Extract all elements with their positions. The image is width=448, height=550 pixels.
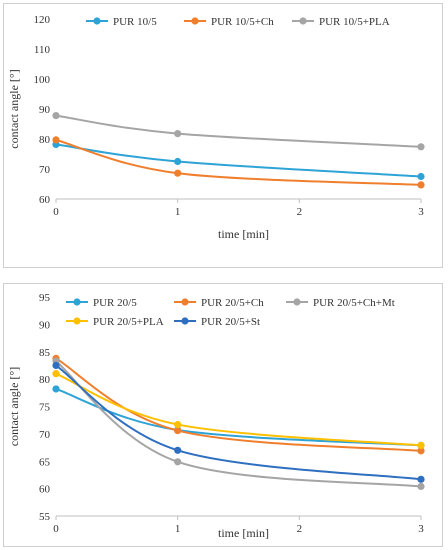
y-tick-label: 70 — [39, 429, 51, 441]
data-point — [417, 181, 425, 189]
legend-label: PUR 10/5 — [113, 16, 157, 28]
x-tick-label: 3 — [418, 523, 424, 535]
legend-marker — [181, 298, 189, 306]
series-line — [55, 357, 422, 452]
y-tick-label: 90 — [39, 319, 51, 331]
legend-marker — [293, 298, 301, 306]
y-tick-label: 110 — [34, 44, 51, 56]
x-tick-label: 3 — [418, 206, 424, 218]
data-point — [174, 446, 182, 454]
series-line — [55, 138, 422, 186]
y-tick-label: 100 — [34, 74, 51, 86]
chart-bottom-svg: 55 60 65 70 75 80 85 90 95 0 1 2 3 time [min] contact … — [7, 292, 425, 540]
y-tick-label: 60 — [39, 484, 51, 496]
data-point — [174, 130, 182, 138]
data-point — [174, 458, 182, 466]
chart-panel-bottom: 55 60 65 70 75 80 85 90 95 0 1 2 3 time [min] contact … — [3, 283, 443, 547]
y-tick-label: 85 — [39, 347, 51, 359]
data-point — [52, 361, 60, 370]
x-tick-label: 2 — [297, 523, 303, 535]
x-tick-label: 1 — [175, 206, 181, 218]
data-point — [174, 420, 182, 429]
legend-label: PUR 20/5+Ch+Mt — [313, 297, 395, 309]
series-line — [55, 143, 422, 178]
y-axis-title: contact angle [°] — [7, 69, 21, 148]
legend-label: PUR 20/5+PLA — [93, 316, 164, 328]
series-line — [55, 114, 422, 148]
data-point — [52, 136, 60, 144]
legend-label: PUR 20/5 — [93, 297, 137, 309]
y-tick-label: 80 — [39, 374, 51, 386]
legend-marker — [299, 17, 307, 25]
data-point — [417, 475, 425, 483]
x-tick-label: 1 — [175, 523, 181, 535]
data-point — [174, 426, 182, 435]
series-line — [55, 388, 422, 447]
data-point — [417, 172, 425, 181]
x-axis-title: time [min] — [218, 526, 269, 540]
legend-marker — [181, 317, 189, 325]
x-tick-label: 0 — [53, 206, 59, 218]
y-tick-label: 90 — [39, 104, 51, 116]
data-point — [174, 169, 182, 177]
legend-marker — [93, 17, 101, 25]
legend-marker — [191, 17, 199, 25]
chart-top-svg: 60 70 80 90 100 110 120 0 1 2 3 time [min] contact a… — [7, 14, 425, 241]
legend-marker — [73, 317, 81, 325]
data-point — [417, 482, 425, 491]
x-tick-label: 2 — [297, 206, 303, 218]
chart-panel-top: 60 70 80 90 100 110 120 0 1 2 3 time [min] contact a… — [3, 3, 443, 268]
series-line — [55, 360, 422, 488]
y-tick-label: 80 — [39, 134, 51, 146]
data-point — [52, 112, 60, 120]
data-point — [174, 157, 182, 166]
x-tick-label: 0 — [53, 523, 59, 535]
y-axis-title: contact angle [°] — [7, 367, 21, 446]
y-tick-label: 55 — [39, 511, 51, 523]
y-tick-label: 95 — [39, 292, 51, 304]
x-axis-title: time [min] — [218, 227, 269, 241]
legend-marker — [73, 298, 81, 306]
legend-label: PUR 10/5+PLA — [319, 16, 390, 28]
legend-label: PUR 20/5+Ch — [201, 297, 264, 309]
data-point — [417, 441, 425, 449]
y-tick-label: 65 — [39, 456, 51, 468]
series-line — [55, 364, 422, 481]
data-point — [52, 370, 60, 378]
data-point — [417, 447, 425, 455]
data-point — [52, 385, 60, 393]
series-line — [55, 372, 422, 447]
y-tick-label: 120 — [34, 14, 51, 26]
y-tick-label: 70 — [39, 164, 51, 176]
data-point — [417, 143, 425, 151]
y-tick-label: 60 — [39, 194, 51, 206]
y-tick-label: 75 — [39, 402, 51, 414]
legend-label: PUR 20/5+St — [201, 316, 260, 328]
legend-label: PUR 10/5+Ch — [211, 16, 274, 28]
